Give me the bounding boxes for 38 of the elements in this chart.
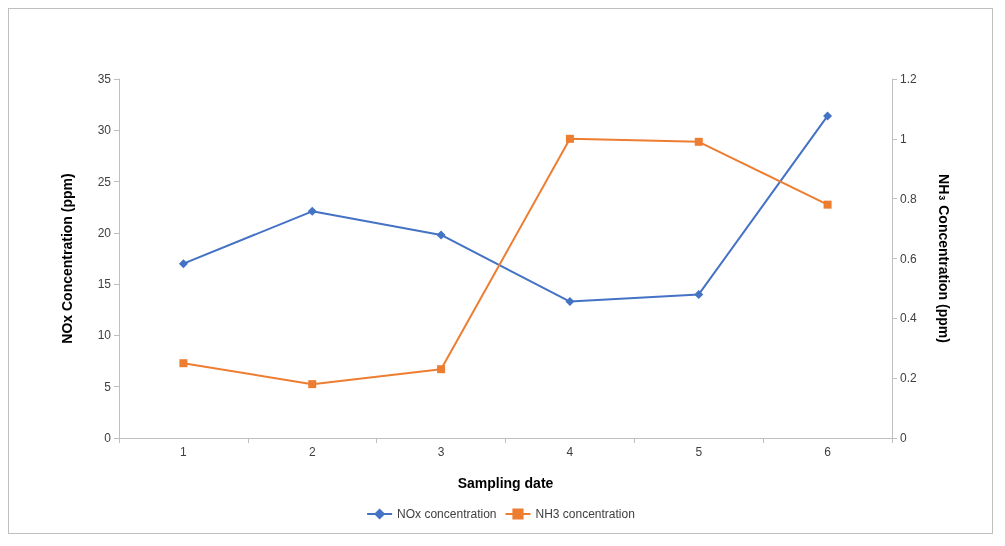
y-tick-label: 20 [97,225,112,240]
point [436,230,446,240]
x-tick-label: 6 [824,445,832,459]
y-tick-label: 35 [97,72,112,86]
y2-tick-label: 0 [900,431,907,445]
y-axis-title: NOx Concentration (ppm) [59,173,75,344]
point [308,380,317,389]
x-tick-label: 2 [308,445,316,459]
x-tick-label: 3 [437,445,445,459]
point [437,365,446,374]
x-tick-label: 4 [566,445,574,459]
point [823,200,832,209]
point [694,137,703,146]
point [307,206,317,216]
legend-label: NH3 concentration [535,507,635,521]
y2-tick-label: 0.2 [900,371,918,386]
legend-label: NOx concentration [397,507,497,521]
x-tick-label: 1 [180,445,188,459]
x-tick-label: 5 [695,445,703,459]
y2-tick-label: 0.8 [900,191,918,206]
point [565,134,574,143]
y-tick-label: 30 [97,123,112,138]
y-tick-label: 10 [97,328,112,343]
point [694,289,704,299]
y-tick-label: 25 [97,174,112,189]
y-tick-label: 0 [104,431,112,445]
point [565,297,575,307]
y-tick-label: 5 [104,379,112,394]
y2-tick-label: 0.4 [900,311,918,326]
y2-axis-title: NH3 Concentration (ppm) [936,174,952,343]
point [179,359,188,368]
y2-tick-label: 1.2 [900,72,918,86]
y2-tick-label: 1 [900,131,907,146]
point [823,111,833,121]
x-axis-title: Sampling date [457,475,554,491]
point [178,259,188,269]
y-tick-label: 15 [97,277,112,292]
y2-tick-label: 0.6 [900,251,918,266]
